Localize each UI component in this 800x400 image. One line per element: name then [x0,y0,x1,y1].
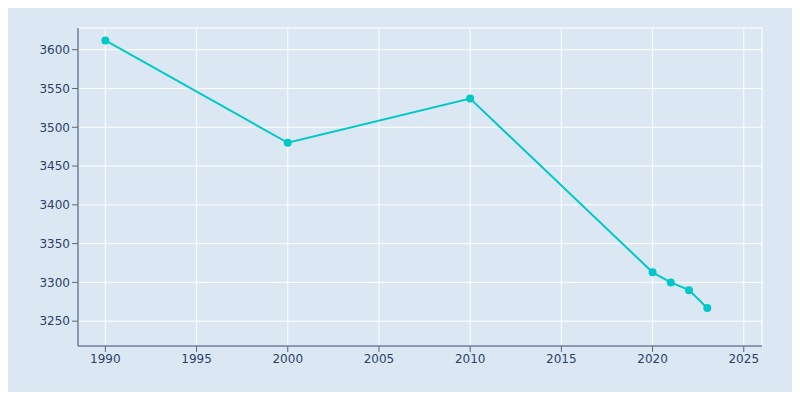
svg-text:2015: 2015 [546,352,577,366]
svg-text:3500: 3500 [39,121,70,135]
svg-text:3400: 3400 [39,198,70,212]
svg-text:2005: 2005 [364,352,395,366]
svg-text:2010: 2010 [455,352,486,366]
svg-text:2020: 2020 [637,352,668,366]
svg-text:2025: 2025 [728,352,759,366]
svg-text:3250: 3250 [39,314,70,328]
svg-text:2000: 2000 [272,352,303,366]
svg-text:3300: 3300 [39,276,70,290]
svg-text:1995: 1995 [181,352,212,366]
svg-text:3550: 3550 [39,82,70,96]
svg-text:3450: 3450 [39,159,70,173]
svg-text:3600: 3600 [39,43,70,57]
svg-text:1990: 1990 [90,352,121,366]
svg-text:3350: 3350 [39,237,70,251]
